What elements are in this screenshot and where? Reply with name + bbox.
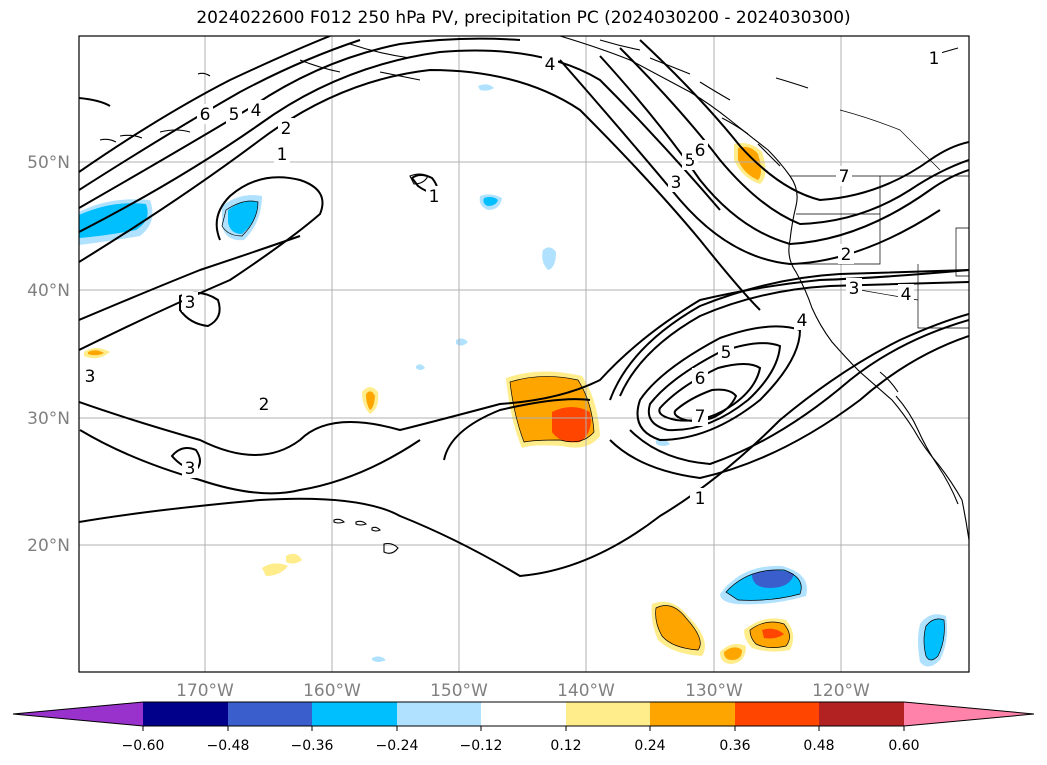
contour-label: 4 (545, 55, 556, 75)
colorbar-tick-label: 0.24 (634, 738, 665, 754)
lat-label-30n: 30°N (27, 409, 70, 429)
colorbar-tick-label: −0.60 (122, 738, 165, 754)
colorbar-segment (481, 702, 566, 726)
latitude-labels: 50°N 40°N 30°N 20°N (27, 153, 70, 556)
colorbar-segment (566, 702, 650, 726)
coastlines (99, 36, 969, 554)
colorbar-segment (228, 702, 312, 726)
colorbar-tick-label: −0.48 (207, 738, 250, 754)
lon-label-160w: 160°W (303, 681, 361, 701)
precipitation-shading (79, 84, 948, 667)
contour-label: 3 (185, 459, 196, 479)
contour-label: 1 (429, 187, 440, 207)
contour-label: 2 (259, 395, 270, 415)
colorbar-tick-label: 0.36 (719, 738, 750, 754)
lon-label-120w: 120°W (812, 681, 870, 701)
colorbar-segment (819, 702, 904, 726)
contour-label: 1 (695, 489, 706, 509)
contour-label: 7 (839, 167, 850, 187)
longitude-labels: 170°W 160°W 150°W 140°W 130°W 120°W (176, 681, 870, 701)
colorbar-extend-left (13, 702, 143, 726)
map-title: 2024022600 F012 250 hPa PV, precipitatio… (196, 8, 851, 28)
colorbar-segment (397, 702, 481, 726)
colorbar-tick-label: −0.24 (376, 738, 419, 754)
contour-label: 6 (695, 369, 706, 389)
lon-label-140w: 140°W (557, 681, 615, 701)
colorbar-extend-right (904, 702, 1034, 726)
pv-contours (79, 36, 969, 578)
colorbar-segment (143, 702, 228, 726)
contour-label: 2 (281, 119, 292, 139)
contour-label: 7 (695, 407, 706, 427)
colorbar-segment (650, 702, 735, 726)
colorbar-tick-label: −0.36 (291, 738, 334, 754)
lat-label-50n: 50°N (27, 153, 70, 173)
lon-label-150w: 150°W (430, 681, 488, 701)
map-gridlines (79, 36, 969, 672)
contour-label: 1 (929, 49, 940, 69)
contour-label: 1 (277, 145, 288, 165)
map-frame (78, 35, 970, 673)
contour-label: 4 (901, 285, 912, 305)
colorbar-tick-label: 0.60 (888, 738, 919, 754)
map-plot-area: 6 5 4 2 1 4 5 6 3 1 7 2 3 4 3 2 3 1 3 5 … (79, 36, 969, 672)
lon-label-170w: 170°W (176, 681, 234, 701)
contour-label: 3 (671, 173, 682, 193)
contour-label: 3 (849, 279, 860, 299)
contour-label: 5 (685, 151, 696, 171)
colorbar-tick-label: 0.12 (550, 738, 581, 754)
contour-label: 5 (721, 343, 732, 363)
colorbar-segment (735, 702, 819, 726)
colorbar-tick-label: −0.12 (460, 738, 503, 754)
contour-label: 6 (200, 105, 211, 125)
contour-label: 6 (695, 141, 706, 161)
contour-label: 4 (797, 311, 808, 331)
contour-label: 3 (185, 293, 196, 313)
colorbar: −0.60 −0.48 −0.36 −0.24 −0.12 0.12 0.24 … (12, 701, 1035, 754)
contour-label: 3 (85, 367, 96, 387)
lat-label-20n: 20°N (27, 536, 70, 556)
colorbar-segment (312, 702, 397, 726)
lat-label-40n: 40°N (27, 281, 70, 301)
colorbar-tick-label: 0.48 (803, 738, 834, 754)
contour-label: 4 (251, 101, 262, 121)
contour-labels: 6 5 4 2 1 4 5 6 3 1 7 2 3 4 3 2 3 1 3 5 … (82, 48, 942, 509)
precipitation-outlines (221, 200, 945, 661)
contour-label: 2 (841, 245, 852, 265)
contour-label: 5 (229, 105, 240, 125)
lon-label-130w: 130°W (685, 681, 743, 701)
